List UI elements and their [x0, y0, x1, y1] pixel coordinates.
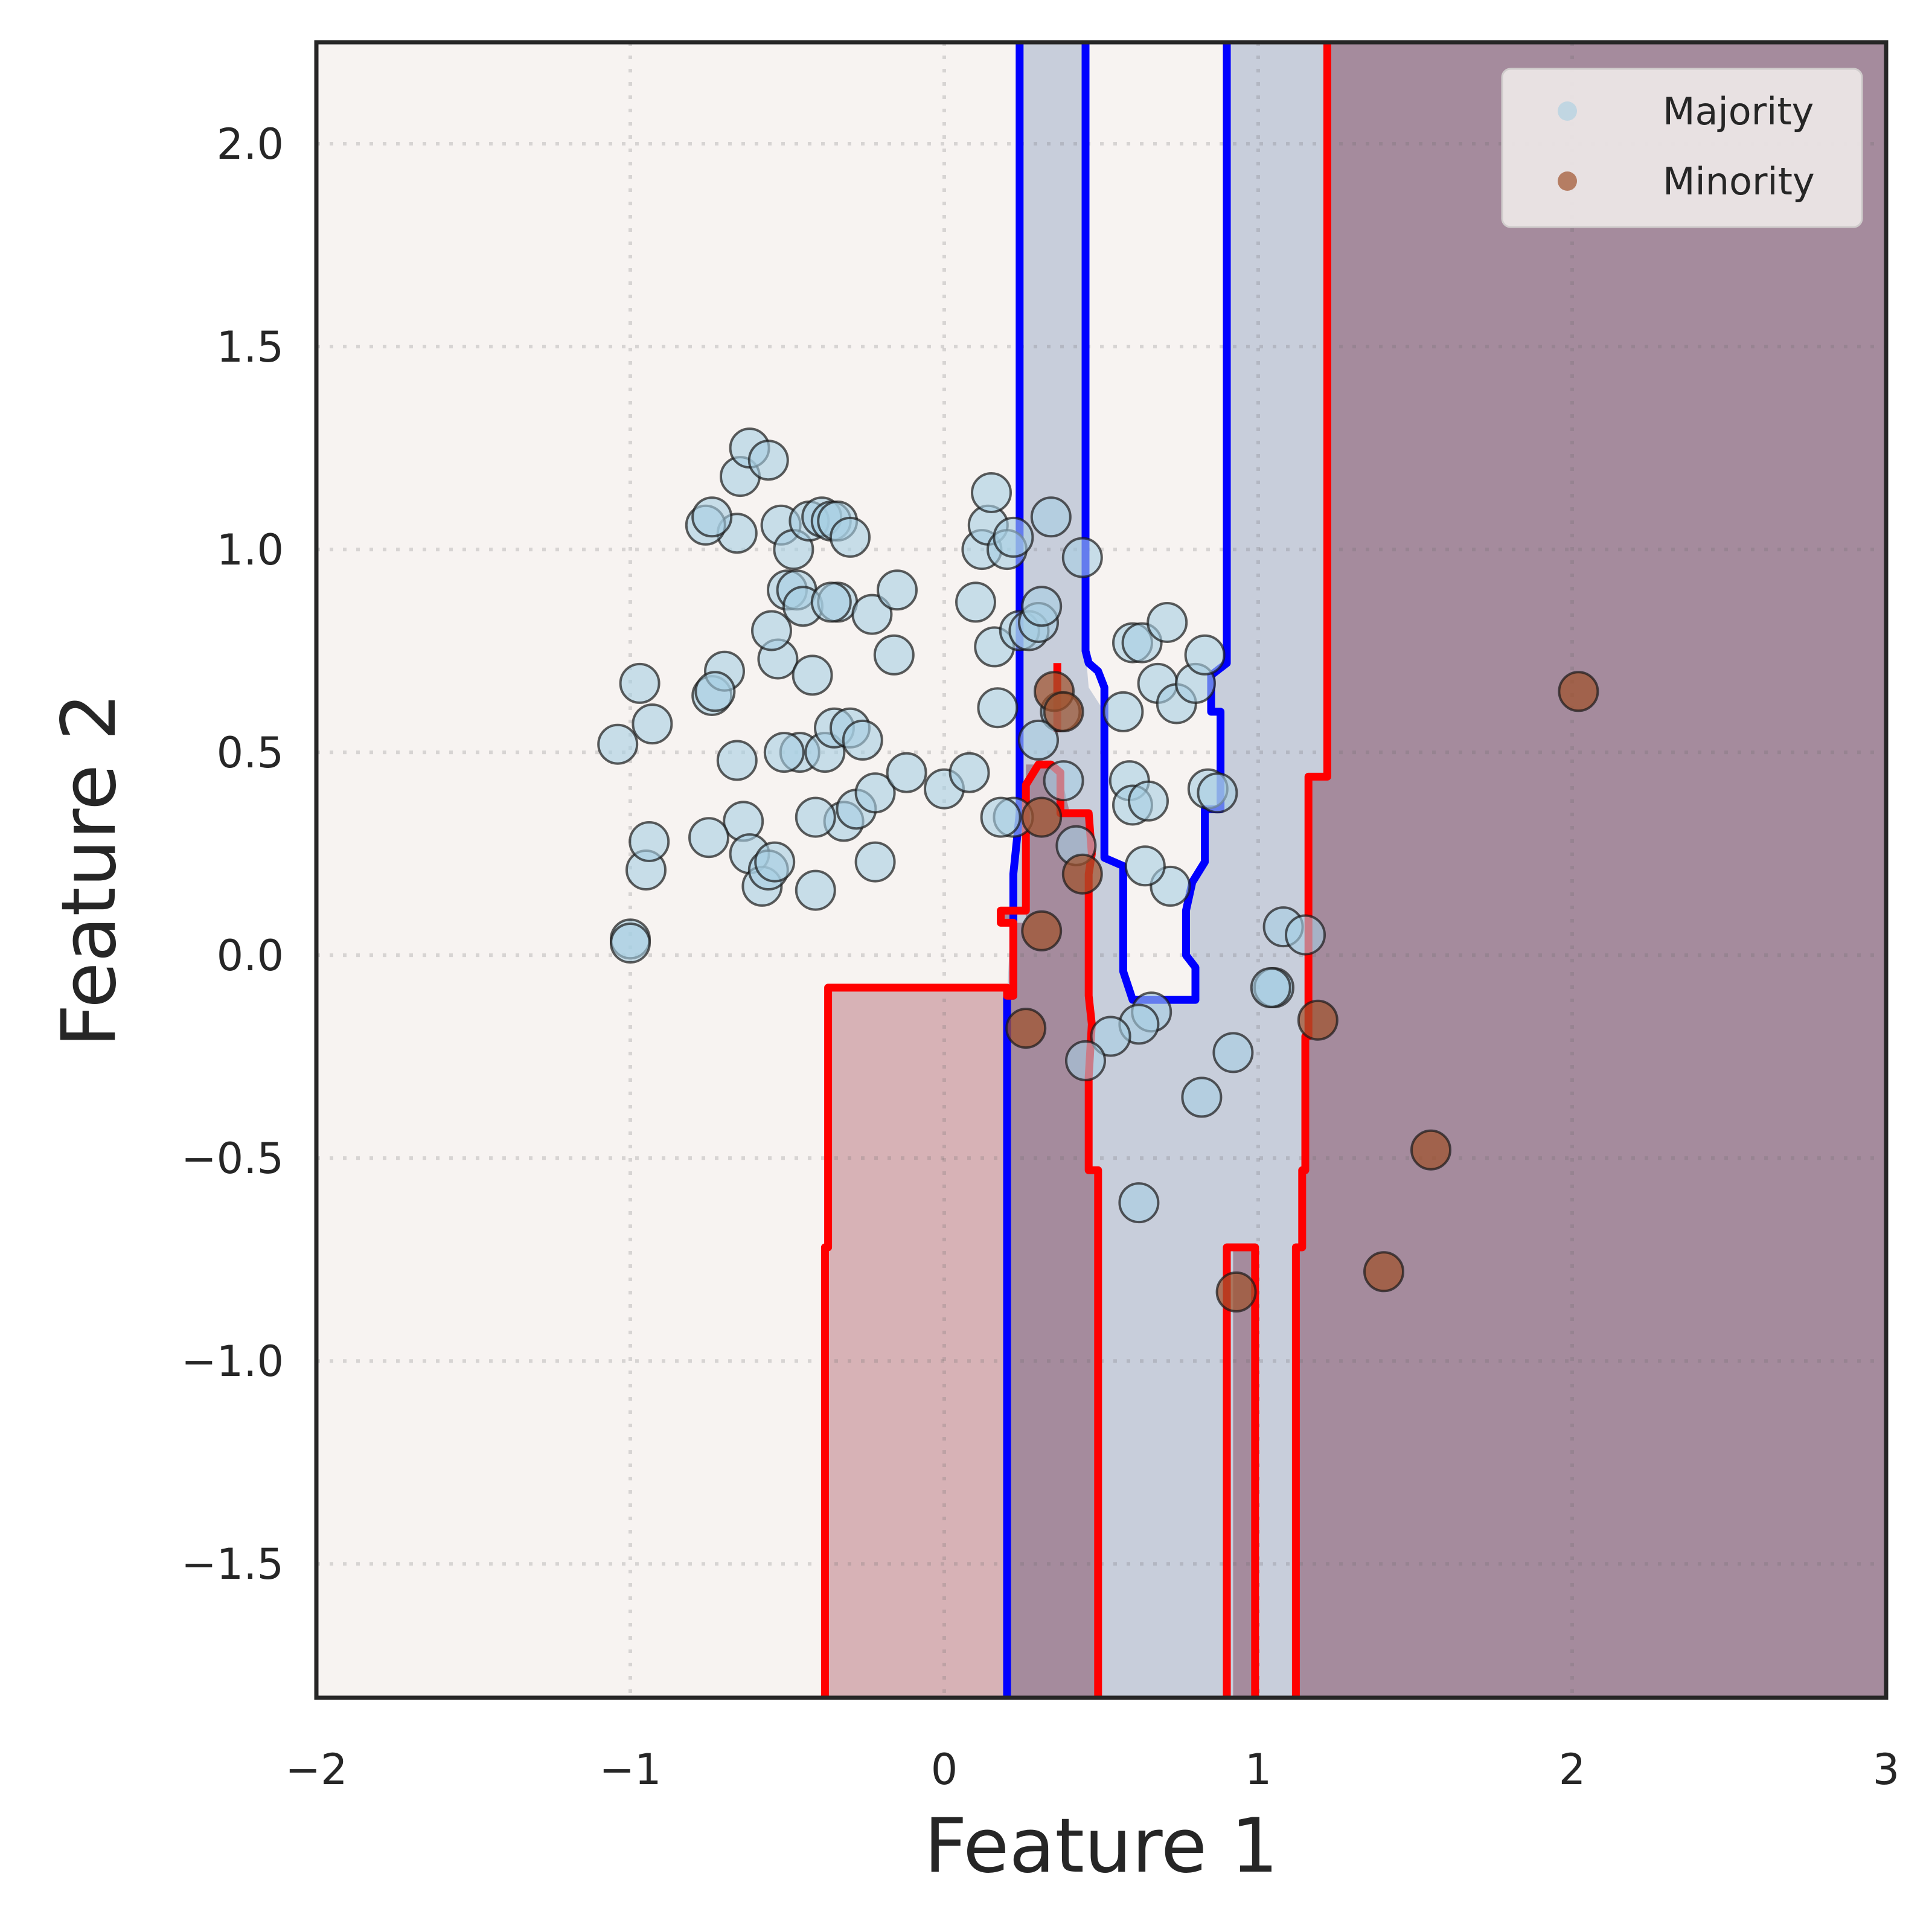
point-majority-98	[1250, 967, 1291, 1008]
legend-box	[1501, 68, 1863, 228]
region-dark-1	[1299, 42, 1886, 1698]
point-majority-9	[716, 740, 758, 781]
x-tick-labels: −2 −1 0 1 2 3	[285, 1745, 1899, 1794]
point-majority-40	[691, 496, 733, 538]
x-axis-label: Feature 1	[924, 1803, 1279, 1890]
point-majority-14	[754, 841, 796, 883]
point-majority-96	[1212, 1032, 1254, 1073]
point-majority-101	[1118, 1182, 1160, 1224]
point-majority-0	[597, 723, 639, 765]
point-majority-50	[851, 593, 893, 635]
point-majority-95	[1181, 1076, 1223, 1118]
y-tick-label: 0.0	[217, 931, 284, 980]
point-majority-75	[980, 796, 1022, 838]
point-majority-33	[688, 817, 729, 859]
point-minority-8	[1061, 853, 1103, 895]
point-majority-70	[1043, 760, 1084, 802]
legend-label-majority: Majority	[1663, 89, 1814, 133]
point-majority-76	[1102, 691, 1144, 732]
point-majority-61	[977, 687, 1019, 729]
point-majority-31	[795, 869, 836, 911]
point-majority-38	[747, 440, 789, 481]
point-majority-1	[619, 662, 661, 704]
point-majority-34	[694, 671, 736, 712]
point-majority-81	[1128, 780, 1169, 822]
point-majority-83	[1147, 602, 1188, 643]
point-majority-5	[610, 923, 651, 964]
y-tick-labels: −1.5 −1.0 −0.5 0.0 0.5 1.0 1.5 2.0	[181, 120, 284, 1589]
y-tick-label: −1.0	[181, 1337, 284, 1386]
point-majority-20	[792, 654, 833, 696]
legend-marker-minority	[1558, 171, 1577, 191]
boundary-red-4	[1223, 1243, 1259, 1698]
region-dark-2	[1000, 764, 1098, 1698]
y-tick-label: 1.5	[217, 322, 284, 372]
point-majority-51	[877, 569, 918, 611]
point-majority-53	[886, 752, 927, 793]
x-tick-label: 0	[931, 1745, 958, 1794]
boundary-red-5	[1291, 42, 1331, 1698]
boundary-blue-1	[1081, 42, 1231, 1004]
point-majority-6	[629, 821, 670, 862]
point-majority-94	[1065, 1040, 1106, 1081]
point-majority-47	[830, 516, 871, 558]
point-majority-32	[795, 796, 836, 838]
point-majority-22	[763, 732, 805, 773]
point-majority-56	[955, 581, 996, 623]
point-majority-88	[1197, 772, 1238, 814]
point-majority-93	[1090, 1016, 1131, 1057]
point-majority-100	[1285, 914, 1326, 956]
point-minority-2	[1363, 1251, 1404, 1293]
x-tick-label: 1	[1245, 1745, 1272, 1794]
region-pink-4	[825, 987, 1007, 1698]
region-light-5	[1086, 42, 1227, 1000]
y-tick-label: −0.5	[181, 1134, 284, 1183]
point-majority-68	[1030, 496, 1072, 538]
x-tick-label: −1	[599, 1745, 661, 1794]
decision-boundaries	[820, 42, 1331, 1698]
point-minority-10	[1043, 691, 1084, 732]
data-points	[597, 427, 1599, 1313]
y-tick-label: −1.5	[181, 1540, 284, 1589]
point-minority-7	[1021, 796, 1063, 838]
point-majority-59	[971, 472, 1012, 513]
point-majority-90	[1124, 845, 1166, 887]
y-tick-label: 2.0	[217, 120, 284, 169]
y-axis-label: Feature 2	[46, 693, 133, 1048]
region-dark-3	[1227, 1247, 1255, 1698]
point-majority-55	[948, 752, 990, 793]
point-majority-29	[854, 772, 896, 814]
y-tick-label: 1.0	[217, 525, 284, 575]
point-majority-52	[873, 634, 915, 676]
point-minority-4	[1215, 1271, 1257, 1313]
point-minority-5	[1005, 1008, 1047, 1049]
point-majority-73	[1018, 719, 1059, 761]
y-tick-label: 0.5	[217, 728, 284, 778]
point-majority-67	[1021, 586, 1063, 627]
point-minority-0	[1558, 671, 1599, 712]
point-minority-3	[1297, 999, 1339, 1041]
legend: Majority Minority	[1501, 68, 1863, 228]
legend-label-minority: Minority	[1663, 159, 1815, 203]
point-majority-63	[993, 516, 1034, 558]
point-majority-49	[810, 581, 852, 623]
point-minority-6	[1021, 910, 1063, 952]
x-tick-label: 2	[1559, 1745, 1586, 1794]
point-minority-1	[1410, 1129, 1451, 1171]
legend-marker-majority	[1558, 101, 1577, 121]
x-tick-label: 3	[1873, 1745, 1900, 1794]
point-majority-72	[1061, 537, 1103, 578]
point-majority-2	[632, 703, 673, 745]
point-majority-16	[751, 610, 792, 651]
point-majority-86	[1184, 634, 1226, 676]
point-majority-30	[854, 841, 896, 883]
boundary-red-2	[820, 760, 1102, 1698]
plot-frame	[314, 40, 1889, 1700]
x-tick-label: −2	[285, 1745, 347, 1794]
point-majority-28	[842, 719, 883, 761]
